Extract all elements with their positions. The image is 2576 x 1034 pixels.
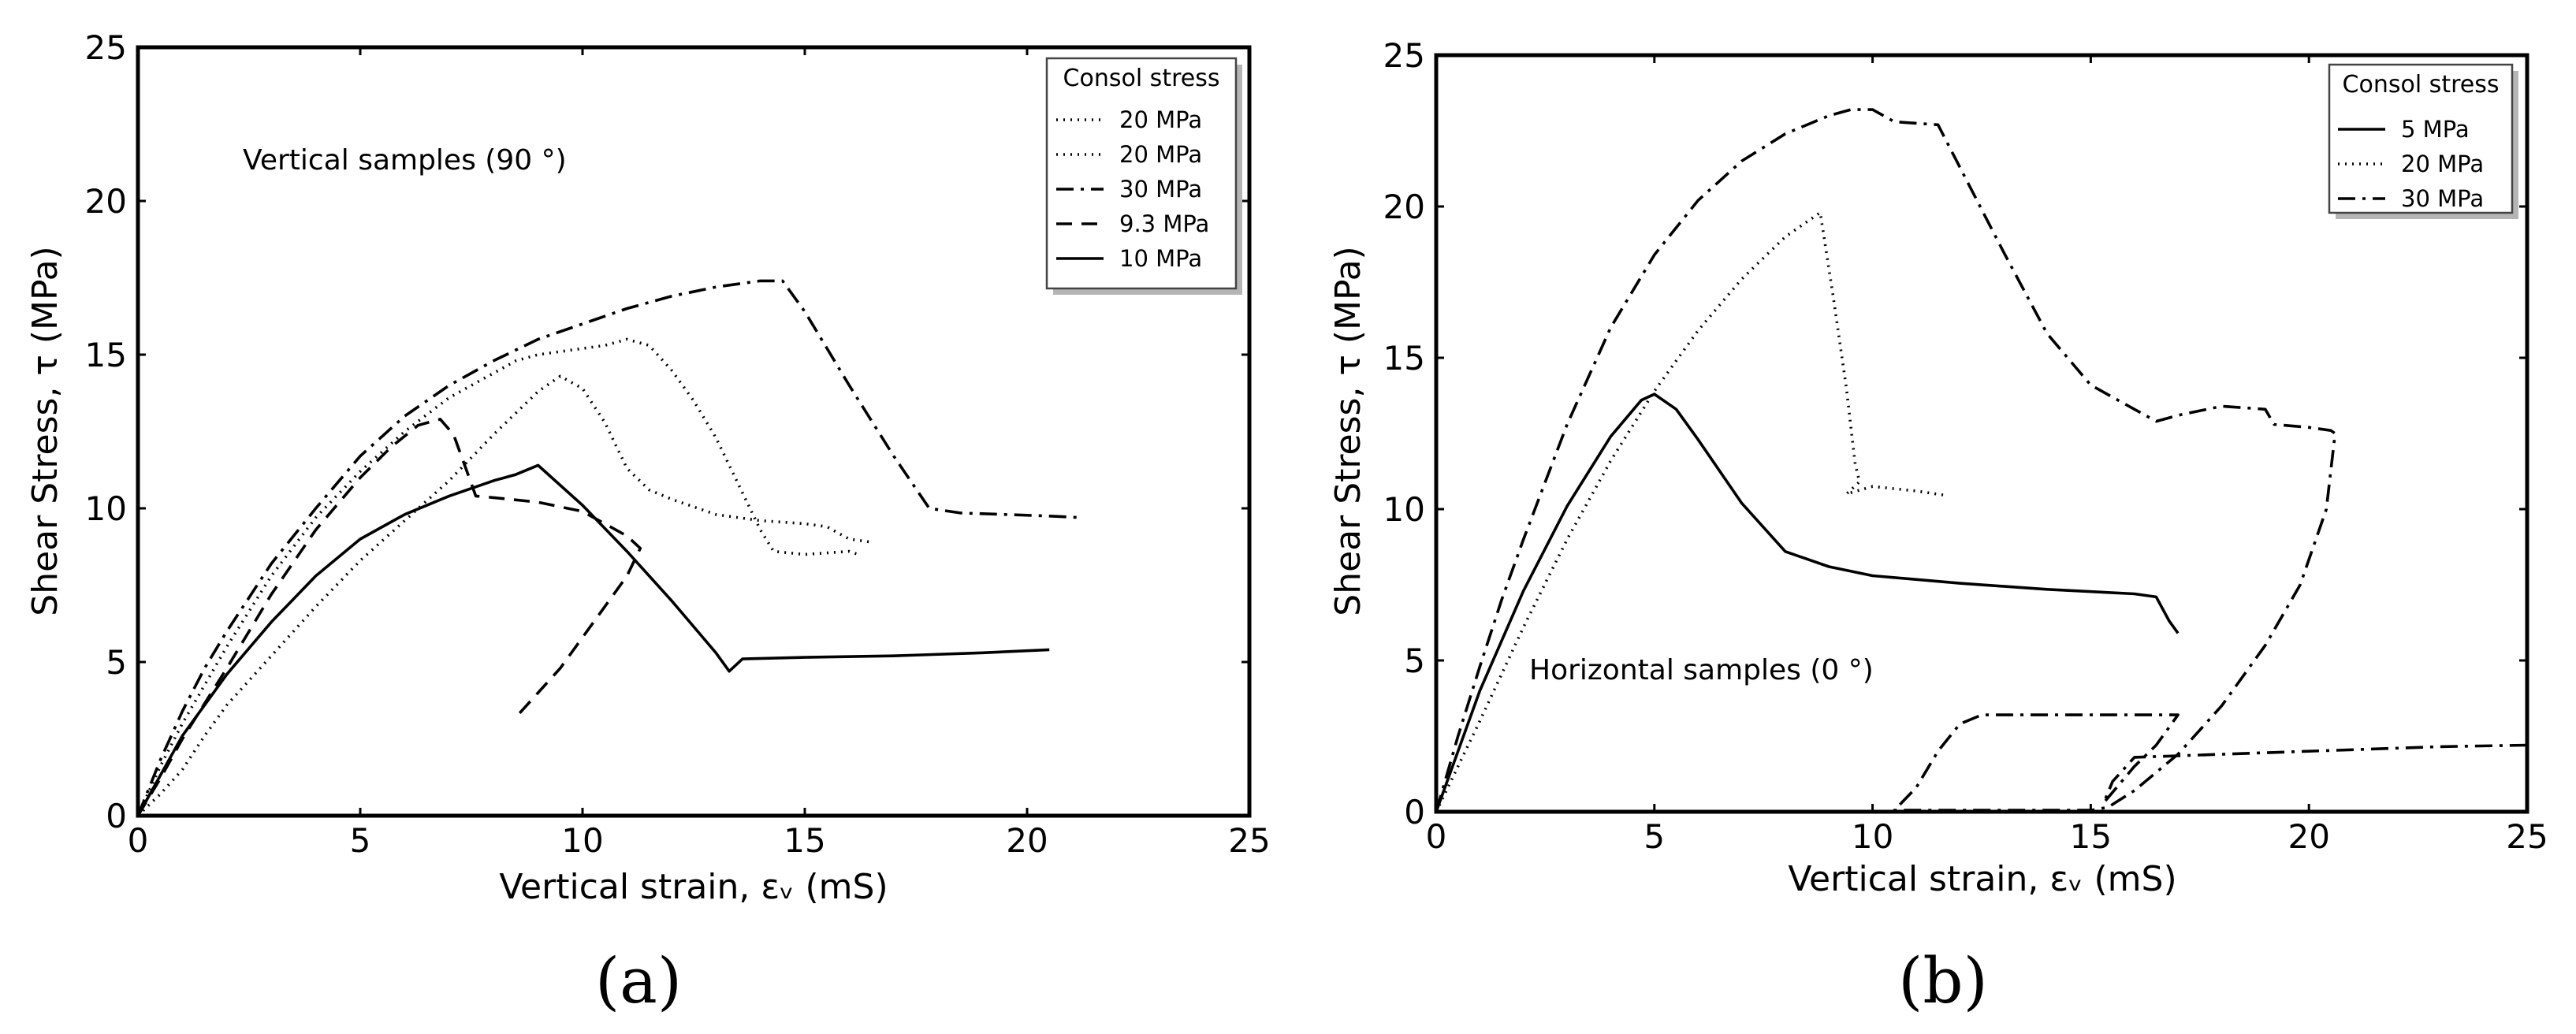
plot-area-a — [136, 45, 1252, 818]
legend-label: 9.3 MPa — [1119, 210, 1209, 237]
series-line-20-mpa-1 — [1435, 210, 1947, 813]
y-tick-label: 5 — [1404, 642, 1425, 680]
y-tick-label: 0 — [1404, 793, 1425, 831]
x-axis-label-a: Vertical strain, εᵥ (mS) — [499, 867, 888, 907]
x-tick-label: 10 — [1852, 817, 1893, 856]
x-tick-label: 5 — [1644, 817, 1665, 856]
chart-b: 0 5 10 15 20 25 0 5 10 15 20 25 Horizontal samples … — [1328, 36, 2548, 1017]
annotation-a: Vertical samples (90 °) — [243, 144, 567, 177]
y-tick-label: 10 — [1383, 490, 1425, 529]
x-tick-label: 0 — [1426, 817, 1447, 856]
series-layer-b — [1435, 108, 2528, 813]
legend-items-b: 5 MPa 20 MPa 30 MPa — [2338, 116, 2484, 212]
series-layer-a — [136, 279, 1081, 817]
y-tick-label: 0 — [106, 797, 127, 835]
legend-a: Consol stress 20 MPa 20 MPa 30 MPa 9.3 MPa 1… — [1045, 57, 1242, 295]
legend-box-a — [1045, 57, 1238, 290]
legend-label: 20 MPa — [1119, 141, 1202, 168]
y-tick-label: 20 — [1383, 188, 1425, 226]
x-axis-label-b: Vertical strain, εᵥ (mS) — [1788, 859, 2176, 899]
y-axis-label-b: Shear Stress, τ (MPa) — [1328, 246, 1368, 616]
x-tick-label: 0 — [128, 821, 149, 860]
y-tick-label: 15 — [85, 336, 127, 374]
legend-box-b — [2328, 63, 2514, 214]
y-tick-label: 5 — [106, 643, 127, 682]
x-tick-label: 15 — [784, 821, 825, 860]
plot-area-b — [1434, 53, 2529, 814]
series-line-9-3-mpa-3 — [136, 418, 642, 816]
legend-label: 30 MPa — [1119, 176, 1202, 203]
legend-label: 20 MPa — [2401, 151, 2484, 177]
x-tick-label: 20 — [1006, 821, 1048, 860]
series-line-10-mpa-4 — [136, 463, 1050, 816]
y-axis-label-a: Shear Stress, τ (MPa) — [25, 246, 65, 616]
y-tick-label: 20 — [85, 182, 127, 221]
x-tick-label: 15 — [2070, 817, 2112, 856]
series-line-20-mpa-0 — [136, 374, 872, 817]
ticks-b: 0 5 10 15 20 25 0 5 10 15 20 25 — [1383, 36, 2548, 856]
ticks-a: 0 5 10 15 20 25 0 5 10 15 20 25 — [85, 28, 1271, 860]
legend-label: 10 MPa — [1119, 245, 1202, 272]
legend-b: Consol stress 5 MPa 20 MPa 30 MPa — [2328, 63, 2518, 219]
chart-a: 0 5 10 15 20 25 0 5 10 15 20 25 Vertical samples (9… — [25, 28, 1271, 1017]
panel-label-b: (b) — [1898, 944, 1988, 1017]
y-tick-label: 15 — [1383, 339, 1425, 378]
y-tick-label: 10 — [85, 489, 127, 528]
legend-title-b: Consol stress — [2343, 71, 2500, 99]
y-tick-label: 25 — [85, 28, 127, 67]
legend-title-a: Consol stress — [1063, 65, 1220, 92]
legend-label: 20 MPa — [1119, 106, 1202, 133]
legend-label: 30 MPa — [2401, 185, 2484, 212]
x-tick-label: 25 — [2506, 817, 2548, 856]
series-line-5-mpa-0 — [1435, 392, 2180, 813]
panel-label-a: (a) — [595, 944, 682, 1017]
x-tick-label: 10 — [561, 821, 603, 860]
y-tick-label: 25 — [1383, 36, 1425, 75]
x-tick-label: 25 — [1228, 821, 1270, 860]
legend-label: 5 MPa — [2401, 116, 2470, 143]
x-tick-label: 5 — [350, 821, 371, 860]
series-line-20-mpa-1 — [136, 337, 859, 816]
x-tick-label: 20 — [2288, 817, 2329, 856]
legend-items-a: 20 MPa 20 MPa 30 MPa 9.3 MPa 10 MPa — [1056, 106, 1209, 272]
series-line-30-mpa-2 — [136, 279, 1081, 816]
annotation-b: Horizontal samples (0 °) — [1529, 654, 1874, 686]
